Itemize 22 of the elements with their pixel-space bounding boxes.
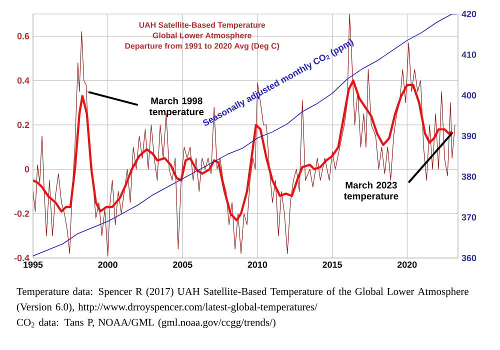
y2-tick-label: 380 (462, 173, 476, 180)
text: CO$_{2}$ data: Tans P, NOAA/GML (gml.noaa.gov/ccgg/trends/) (16, 318, 276, 328)
y2-tick-label: 400 (462, 92, 476, 99)
annotation: March 2023 temperature (344, 182, 398, 202)
y-tick-label: -0.4 (14, 254, 30, 262)
y-tick-label: 0.6 (17, 32, 30, 40)
x-tick-label: 2015 (322, 262, 342, 268)
y-tick-label: -0.2 (14, 210, 30, 217)
y2-tick-label: 390 (462, 132, 476, 140)
annotation: March 1998 temperature (149, 97, 204, 118)
y2-tick-label: 410 (462, 51, 476, 58)
x-tick-label: 1995 (24, 262, 43, 268)
x-tick-label: 2020 (397, 262, 417, 268)
y2-tick-label: 370 (462, 214, 476, 221)
y-tick-label: 0 (24, 166, 30, 172)
x-tick-label: 2005 (172, 262, 192, 268)
y2-tick-label: 360 (462, 254, 476, 262)
y-tick-label: 0.2 (17, 122, 30, 128)
x-tick-label: 2000 (98, 262, 118, 268)
x-tick-label: 2010 (248, 262, 268, 268)
y-tick-label: 0.4 (17, 77, 30, 84)
y2-tick-label: 420 (462, 10, 476, 18)
